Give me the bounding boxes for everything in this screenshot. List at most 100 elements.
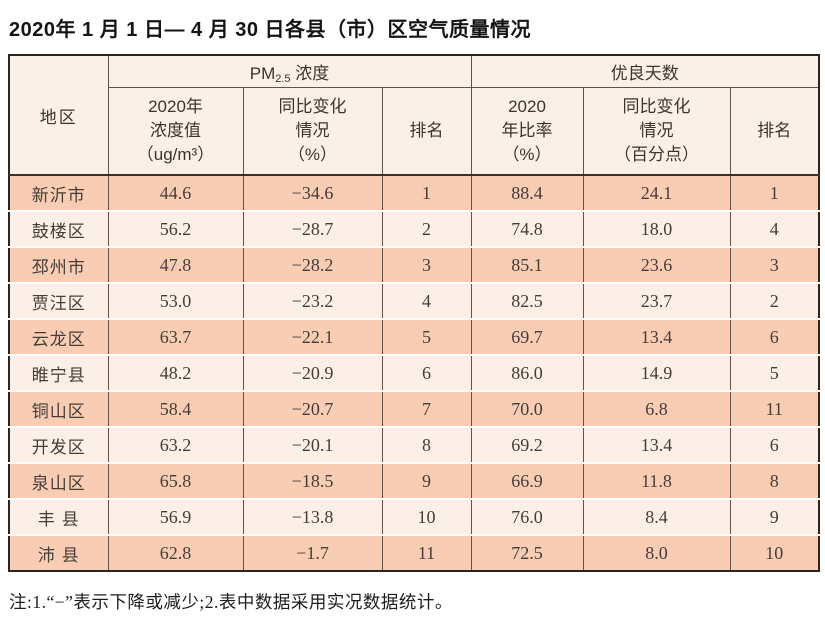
col-group-pm25: PM2.5 浓度 — [107, 55, 472, 88]
table-row: 开发区 63.2 −20.1 8 69.2 13.4 6 — [8, 427, 820, 464]
footnote: 注:1.“−”表示下降或减少;2.表中数据采用实况数据统计。 — [9, 592, 453, 612]
region-cell: 云龙区 — [8, 319, 109, 356]
pm-change-cell: −23.2 — [242, 283, 383, 320]
days-rank-cell: 9 — [729, 499, 820, 536]
region-cell: 丰 县 — [8, 499, 109, 536]
pm-rank-cell: 11 — [381, 535, 472, 571]
pm-change-cell: −28.7 — [242, 211, 383, 248]
pm-rank-cell: 1 — [381, 175, 472, 212]
pm-change-cell: −28.2 — [242, 247, 383, 284]
pm-value-cell: 44.6 — [107, 175, 244, 212]
days-change-cell: 23.6 — [582, 247, 731, 284]
col-header-days-rate: 2020 年比率 （%） — [470, 87, 584, 176]
pm-change-cell: −34.6 — [242, 175, 383, 212]
region-cell: 开发区 — [8, 427, 109, 464]
days-change-cell: 8.4 — [582, 499, 731, 536]
days-rank-cell: 5 — [729, 355, 820, 392]
region-cell: 贾汪区 — [8, 283, 109, 320]
pm-change-cell: −18.5 — [242, 463, 383, 500]
pm-rank-cell: 6 — [381, 355, 472, 392]
pm-value-cell: 58.4 — [107, 391, 244, 428]
pm-change-cell: −13.8 — [242, 499, 383, 536]
days-rate-cell: 69.2 — [470, 427, 584, 464]
region-cell: 泉山区 — [8, 463, 109, 500]
table-row: 铜山区 58.4 −20.7 7 70.0 6.8 11 — [8, 391, 820, 428]
days-change-cell: 23.7 — [582, 283, 731, 320]
pm-value-cell: 63.7 — [107, 319, 244, 356]
table-row: 睢宁县 48.2 −20.9 6 86.0 14.9 5 — [8, 355, 820, 392]
pm-rank-cell: 2 — [381, 211, 472, 248]
days-change-cell: 14.9 — [582, 355, 731, 392]
days-change-cell: 8.0 — [582, 535, 731, 571]
pm-value-cell: 56.2 — [107, 211, 244, 248]
days-rate-cell: 76.0 — [470, 499, 584, 536]
days-rank-cell: 6 — [729, 319, 820, 356]
days-rate-cell: 88.4 — [470, 175, 584, 212]
region-cell: 邳州市 — [8, 247, 109, 284]
days-rate-cell: 86.0 — [470, 355, 584, 392]
days-change-cell: 11.8 — [582, 463, 731, 500]
days-rank-cell: 1 — [729, 175, 820, 212]
days-rank-cell: 8 — [729, 463, 820, 500]
table-row: 鼓楼区 56.2 −28.7 2 74.8 18.0 4 — [8, 211, 820, 248]
region-cell: 沛 县 — [8, 535, 109, 571]
table-body: 新沂市 44.6 −34.6 1 88.4 24.1 1 鼓楼区 56.2 −28.7 2 74.8 1… — [8, 175, 820, 571]
region-cell: 新沂市 — [8, 175, 109, 212]
days-rate-cell: 74.8 — [470, 211, 584, 248]
days-rate-cell: 70.0 — [470, 391, 584, 428]
days-rate-cell: 82.5 — [470, 283, 584, 320]
days-rank-cell: 2 — [729, 283, 820, 320]
region-cell: 鼓楼区 — [8, 211, 109, 248]
pm-change-cell: −22.1 — [242, 319, 383, 356]
days-rate-cell: 72.5 — [470, 535, 584, 571]
pm-change-cell: −20.1 — [242, 427, 383, 464]
days-change-cell: 18.0 — [582, 211, 731, 248]
pm-value-cell: 62.8 — [107, 535, 244, 571]
pm-rank-cell: 5 — [381, 319, 472, 356]
table-row: 新沂市 44.6 −34.6 1 88.4 24.1 1 — [8, 175, 820, 212]
pm-rank-cell: 8 — [381, 427, 472, 464]
pm-rank-cell: 7 — [381, 391, 472, 428]
pm25-label-subscript: 2.5 — [275, 72, 291, 85]
days-rank-cell: 3 — [729, 247, 820, 284]
table-header: 地区 PM2.5 浓度 优良天数 2020年 浓度值 （ug/m³） 同比变化 … — [8, 55, 820, 176]
pm-value-cell: 47.8 — [107, 247, 244, 284]
air-quality-table: 地区 PM2.5 浓度 优良天数 2020年 浓度值 （ug/m³） 同比变化 … — [8, 54, 821, 572]
days-change-cell: 13.4 — [582, 319, 731, 356]
days-rate-cell: 69.7 — [470, 319, 584, 356]
page-title: 2020年 1 月 1 日— 4 月 30 日各县（市）区空气质量情况 — [9, 19, 532, 41]
pm-change-cell: −1.7 — [242, 535, 383, 571]
pm-rank-cell: 10 — [381, 499, 472, 536]
region-cell: 睢宁县 — [8, 355, 109, 392]
days-rate-cell: 85.1 — [470, 247, 584, 284]
pm-value-cell: 63.2 — [107, 427, 244, 464]
col-header-pm-rank: 排名 — [381, 87, 472, 176]
table-row: 丰 县 56.9 −13.8 10 76.0 8.4 9 — [8, 499, 820, 536]
pm-rank-cell: 3 — [381, 247, 472, 284]
col-header-pm-value: 2020年 浓度值 （ug/m³） — [107, 87, 244, 176]
col-group-good-days: 优良天数 — [470, 55, 820, 88]
days-rate-cell: 66.9 — [470, 463, 584, 500]
pm-change-cell: −20.7 — [242, 391, 383, 428]
days-rank-cell: 6 — [729, 427, 820, 464]
pm-value-cell: 48.2 — [107, 355, 244, 392]
col-header-pm-change: 同比变化 情况 （%） — [242, 87, 383, 176]
col-header-region: 地区 — [8, 55, 109, 176]
table-row: 云龙区 63.7 −22.1 5 69.7 13.4 6 — [8, 319, 820, 356]
days-rank-cell: 4 — [729, 211, 820, 248]
pm-rank-cell: 4 — [381, 283, 472, 320]
pm-change-cell: −20.9 — [242, 355, 383, 392]
table-row: 邳州市 47.8 −28.2 3 85.1 23.6 3 — [8, 247, 820, 284]
days-rank-cell: 11 — [729, 391, 820, 428]
col-header-days-change: 同比变化 情况 （百分点） — [582, 87, 731, 176]
pm-value-cell: 53.0 — [107, 283, 244, 320]
pm-value-cell: 65.8 — [107, 463, 244, 500]
days-rank-cell: 10 — [729, 535, 820, 571]
region-cell: 铜山区 — [8, 391, 109, 428]
pm25-label-suffix: 浓度 — [290, 63, 330, 83]
table-row: 沛 县 62.8 −1.7 11 72.5 8.0 10 — [8, 535, 820, 571]
pm-rank-cell: 9 — [381, 463, 472, 500]
pm25-label-prefix: PM — [249, 63, 276, 83]
table-row: 泉山区 65.8 −18.5 9 66.9 11.8 8 — [8, 463, 820, 500]
